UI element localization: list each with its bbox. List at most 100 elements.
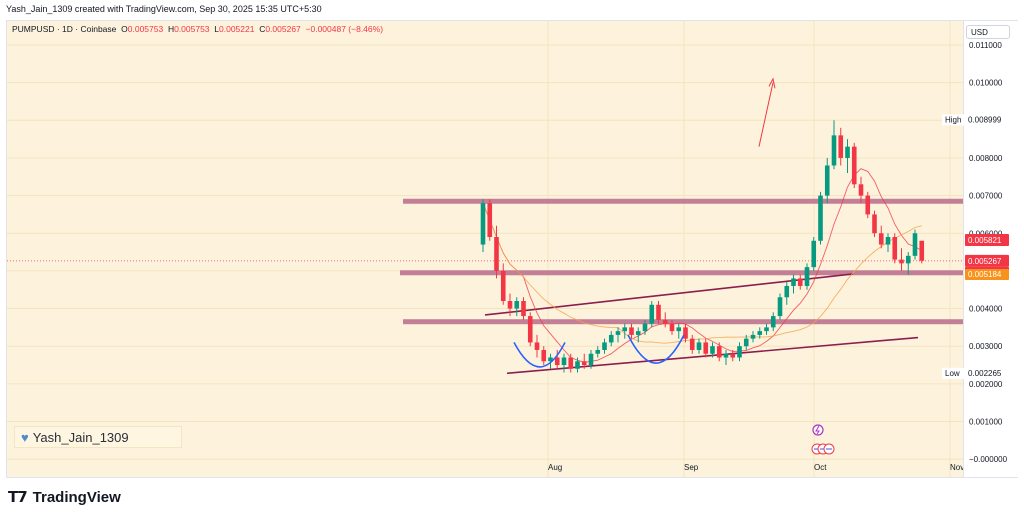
candle-body [791, 278, 796, 286]
candle-body [710, 346, 715, 354]
candle-body [757, 331, 763, 335]
price-tick-label: −0.000000 [969, 455, 1008, 464]
open-label: O [121, 24, 128, 34]
price-tick-label: 0.006000 [969, 229, 1003, 238]
author-watermark: ♥ Yash_Jain_1309 [14, 426, 182, 448]
candle-body [568, 357, 574, 369]
horizontal-zones [7, 198, 963, 325]
price-tick-label: 0.004000 [969, 305, 1003, 314]
candle-body [622, 327, 628, 332]
candle-body [811, 240, 817, 268]
support-resistance-zone [403, 198, 963, 204]
candle-body [865, 195, 871, 215]
close-label: C [259, 24, 266, 34]
candle-body [818, 195, 823, 241]
moving-average-slow [482, 202, 922, 344]
candle-body [514, 301, 520, 309]
candle-body [892, 237, 898, 260]
candle-body [919, 240, 925, 261]
symbol-label[interactable]: PUMPUSD · 1D · Coinbase [12, 24, 117, 34]
tradingview-footer[interactable]: 𝗧𝟳 TradingView [8, 488, 121, 507]
low-label: L [214, 24, 219, 34]
time-axis[interactable]: Aug Sep Oct Nov [7, 460, 963, 476]
close-value: 0.005267 [265, 24, 301, 34]
candle-body [480, 203, 486, 245]
candle-body [797, 278, 803, 286]
candle-body [696, 342, 702, 350]
candle-body [608, 334, 614, 343]
candle-body [561, 357, 567, 366]
candle-body [770, 316, 776, 328]
candle-body [912, 233, 918, 256]
time-tick-label: Aug [548, 463, 562, 472]
candle-body [487, 203, 493, 238]
candle-body [683, 327, 688, 339]
candle-body [804, 267, 810, 286]
footer-brand: TradingView [32, 488, 121, 506]
lightning-event-icon [812, 424, 824, 436]
high-label: H [167, 24, 175, 34]
time-tick-label: Oct [814, 463, 827, 472]
candle-body [507, 301, 513, 309]
projection-arrow-line [758, 82, 774, 147]
candle-body [534, 342, 540, 350]
lightning-glyph [815, 425, 820, 435]
candle-body [521, 301, 526, 317]
candle-body [588, 353, 594, 366]
candle-body [581, 361, 587, 366]
candle-body [615, 331, 621, 335]
candle-body [494, 237, 499, 271]
ohlc-legend: PUMPUSD · 1D · Coinbase O0.005753 H0.005… [12, 24, 383, 34]
candle-body [750, 334, 756, 339]
moving-average-fast [482, 168, 922, 363]
support-resistance-zone [400, 270, 963, 276]
candle-body [824, 165, 830, 196]
candle-body [716, 346, 722, 358]
candlestick-chart[interactable] [7, 21, 963, 477]
candle-body [878, 233, 884, 245]
candle-body [649, 304, 655, 324]
candle-body [831, 135, 837, 166]
time-tick-label: Sep [684, 463, 699, 472]
candle-body [764, 327, 769, 332]
chart-plot-area[interactable] [7, 21, 963, 477]
candle-body [703, 342, 709, 354]
price-tick-label: 0.001000 [969, 418, 1003, 427]
candles [480, 120, 925, 373]
candle-body [743, 338, 749, 347]
candle-body [500, 270, 506, 302]
candle-body [642, 323, 648, 332]
price-tick-label: 0.007000 [969, 192, 1003, 201]
candle-body [899, 259, 904, 264]
candle-body [629, 327, 634, 335]
candle-body [575, 361, 580, 369]
projection-arrow-head [768, 77, 776, 89]
currency-button[interactable]: USD [966, 25, 1010, 39]
candle-body [737, 346, 742, 358]
chart-created-line: Yash_Jain_1309 created with TradingView.… [6, 4, 322, 14]
price-scale-axis[interactable]: 0.011000 0.010000 0.009000 0.008000 0.007000… [964, 21, 1018, 477]
candle-body [548, 357, 553, 362]
price-tick-label: 0.002000 [969, 380, 1003, 389]
candle-body [905, 255, 911, 264]
candle-body [541, 349, 547, 362]
candle-body [527, 316, 533, 343]
pattern-arc-right [627, 334, 685, 364]
candle-body [676, 327, 682, 332]
candle-body [662, 319, 668, 324]
annotations [513, 77, 835, 455]
candle-body [595, 349, 601, 354]
price-tick-label: 0.003000 [969, 342, 1003, 351]
price-tick-label: 0.010000 [969, 79, 1003, 88]
candle-body [635, 331, 641, 335]
heart-icon: ♥ [21, 429, 29, 445]
candle-body [689, 338, 695, 350]
low-value: 0.005221 [219, 24, 255, 34]
price-scale[interactable]: 0.011000 0.010000 0.009000 0.008000 0.007000… [963, 21, 1018, 477]
candle-body [858, 184, 864, 196]
watermark-text: Yash_Jain_1309 [32, 429, 129, 445]
price-tick-label: 0.011000 [969, 41, 1002, 50]
change-value: −0.000487 (−8.46%) [305, 24, 384, 34]
price-tick-label: 0.008000 [969, 154, 1003, 163]
price-tick-label: 0.009000 [969, 116, 1003, 125]
